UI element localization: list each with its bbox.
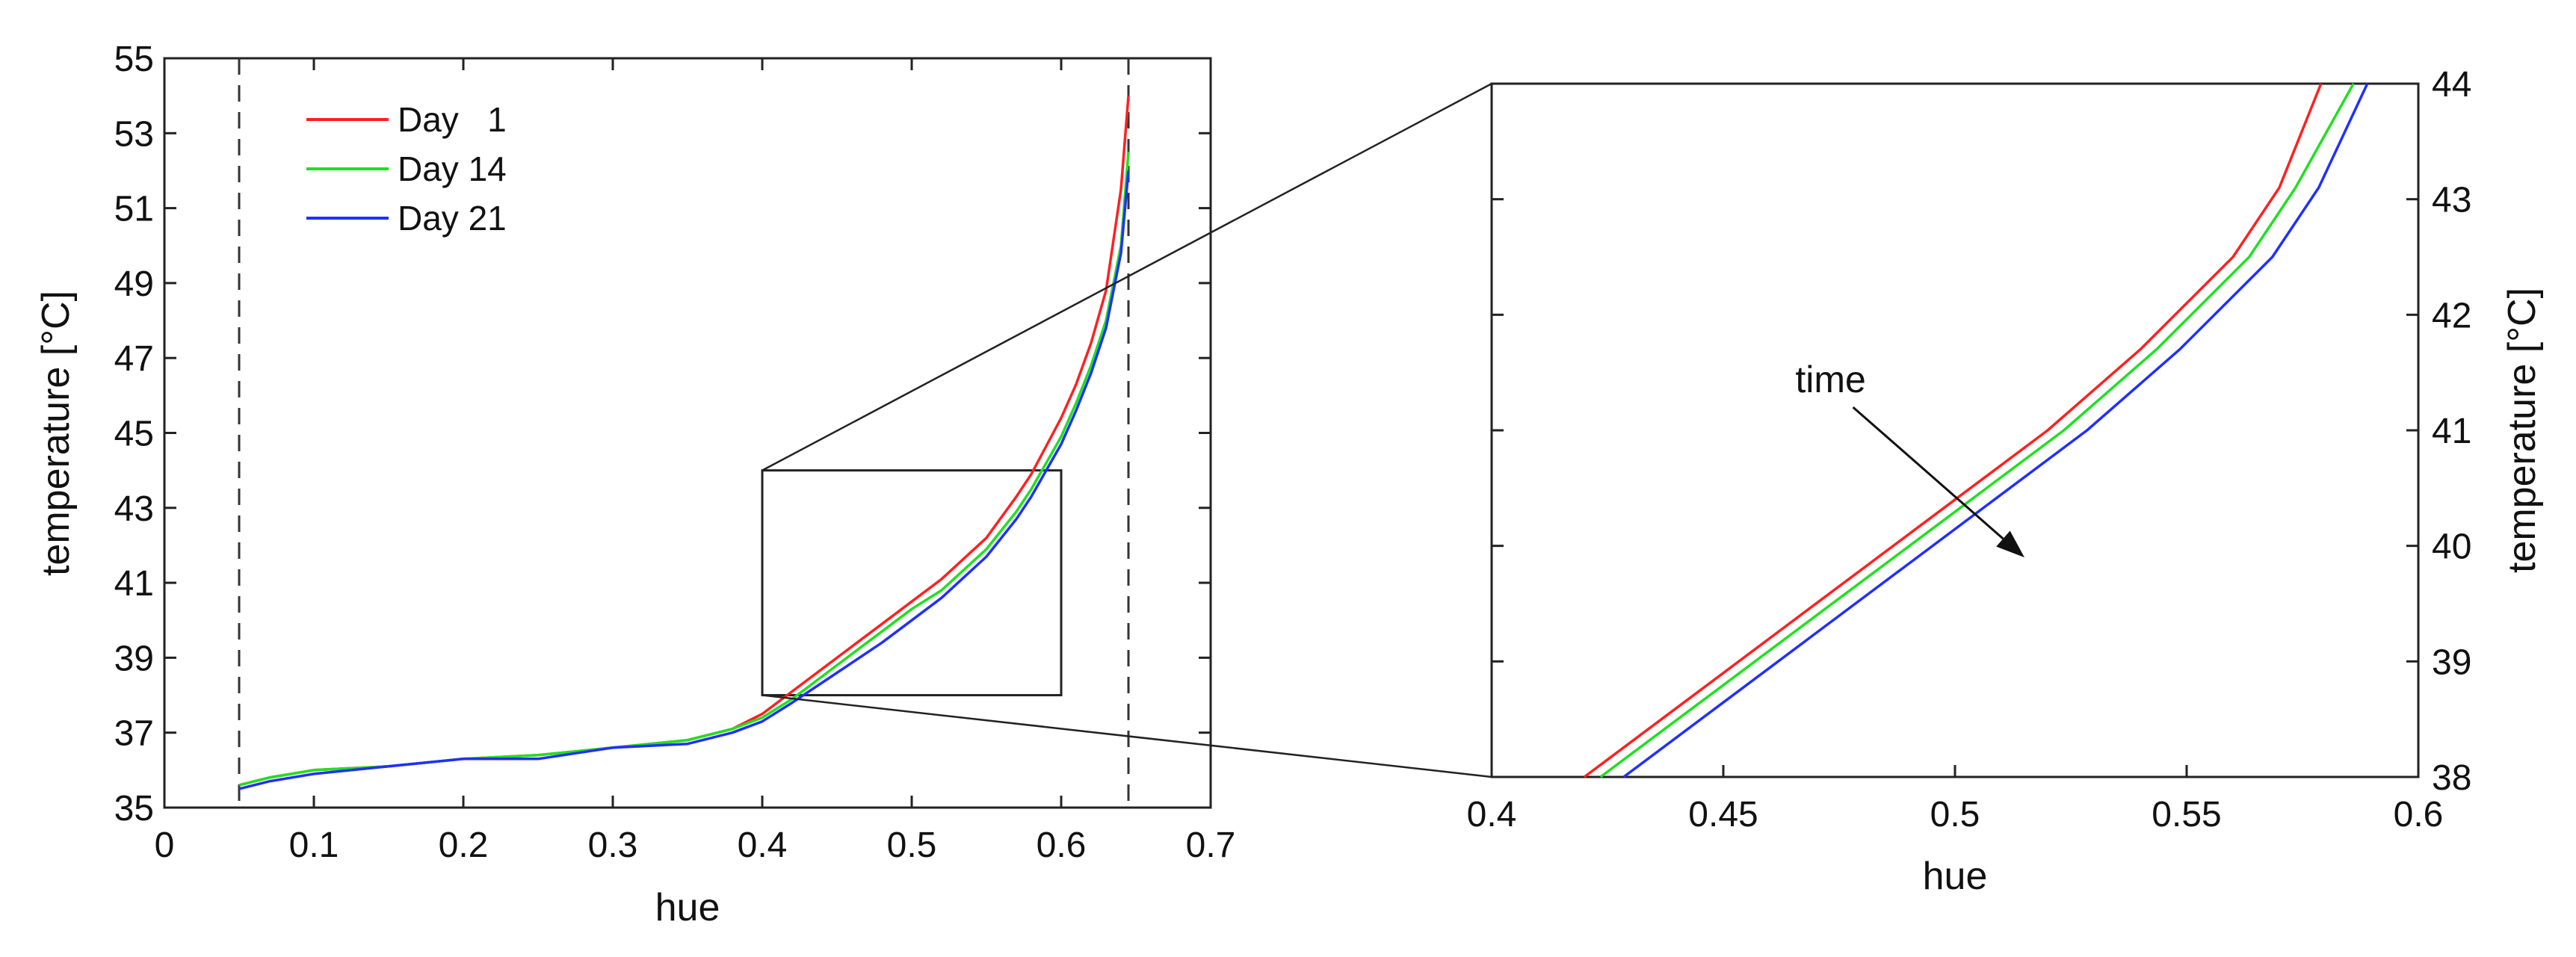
- main-x-tick-label: 0.3: [588, 826, 638, 865]
- zoom-box-rect: [761, 469, 1063, 697]
- connector-bottom: [762, 694, 1492, 778]
- zoomed-y-tick-label: 41: [2432, 412, 2471, 451]
- zoomed-y-axis-title: temperature [°C]: [2501, 288, 2544, 573]
- main-y-tick-label: 49: [114, 264, 154, 304]
- main-y-axis-title: temperature [°C]: [34, 291, 78, 576]
- main-y-ticks: 35 37 39 41 43 45 47 49 51 53 55: [114, 40, 1211, 829]
- main-y-tick-label: 45: [114, 415, 154, 454]
- main-x-tick-label: 0.6: [1037, 826, 1087, 865]
- main-y-tick-label: 43: [114, 489, 154, 529]
- zoom-region-box: [761, 469, 1063, 697]
- time-arrowhead: [1996, 530, 2024, 558]
- time-arrow: [1852, 406, 2004, 540]
- legend-label: Day 1: [398, 100, 507, 139]
- main-chart: 0 0.1 0.2 0.3 0.4 0.5 0.6 0.7 35 37 39 41 43 45 47 49 5…: [34, 40, 1235, 929]
- zoomed-series-line: [1622, 83, 2369, 778]
- zoomed-series-line: [1583, 83, 2323, 778]
- zoom-connector-lines: [762, 82, 1492, 778]
- main-y-tick-label: 41: [114, 564, 154, 604]
- zoomed-series-line: [1599, 83, 2355, 778]
- main-y-tick-label: 53: [114, 114, 154, 154]
- zoomed-x-tick-label: 0.4: [1467, 795, 1517, 834]
- zoomed-chart: 0.4 0.45 0.5 0.55 0.6 38 39 40 41 42 43 44 hue tem…: [1467, 65, 2544, 898]
- zoomed-x-axis-title: hue: [1923, 855, 1988, 898]
- main-series-line: [238, 152, 1130, 787]
- main-x-axis-title: hue: [655, 886, 720, 929]
- connector-top: [762, 82, 1492, 471]
- zoomed-y-tick-label: 39: [2432, 642, 2471, 682]
- zoomed-y-tick-label: 38: [2432, 758, 2471, 798]
- main-x-tick-label: 0.4: [738, 826, 788, 865]
- main-y-tick-label: 47: [114, 339, 154, 379]
- zoomed-y-tick-label: 40: [2432, 527, 2471, 567]
- zoomed-x-tick-label: 0.5: [1930, 795, 1980, 834]
- main-x-ticks: 0 0.1 0.2 0.3 0.4 0.5 0.6 0.7: [155, 58, 1236, 865]
- zoomed-x-tick-label: 0.45: [1688, 795, 1758, 834]
- main-series-line: [238, 96, 1130, 787]
- zoomed-y-tick-label: 44: [2432, 65, 2471, 105]
- legend-label: Day 14: [398, 149, 507, 188]
- dashed-boundary-lines: [238, 58, 1130, 808]
- zoomed-y-ticks: 38 39 40 41 42 43 44: [1492, 65, 2471, 798]
- main-x-tick-label: 0.5: [887, 826, 937, 865]
- zoomed-y-tick-label: 43: [2432, 181, 2471, 220]
- legend: Day 1 Day 14 Day 21: [306, 100, 507, 238]
- time-annotation: time: [1795, 359, 2024, 558]
- zoomed-series-group: [1583, 83, 2369, 778]
- zoomed-x-ticks: 0.4 0.45 0.5 0.55 0.6: [1467, 765, 2444, 834]
- main-x-tick-label: 0.2: [439, 826, 489, 865]
- time-label: time: [1795, 359, 1865, 400]
- main-y-tick-label: 39: [114, 639, 154, 678]
- main-x-tick-label: 0: [155, 826, 175, 865]
- main-series-group: [238, 96, 1130, 790]
- main-x-tick-label: 0.1: [289, 826, 339, 865]
- main-x-tick-label: 0.7: [1186, 826, 1236, 865]
- zoomed-x-tick-label: 0.6: [2394, 795, 2444, 834]
- zoomed-x-tick-label: 0.55: [2152, 795, 2221, 834]
- main-series-line: [238, 170, 1130, 790]
- zoomed-y-tick-label: 42: [2432, 296, 2471, 335]
- legend-label: Day 21: [398, 199, 507, 238]
- main-y-tick-label: 37: [114, 714, 154, 754]
- main-y-tick-label: 55: [114, 40, 154, 79]
- main-y-tick-label: 51: [114, 190, 154, 229]
- main-y-tick-label: 35: [114, 789, 154, 829]
